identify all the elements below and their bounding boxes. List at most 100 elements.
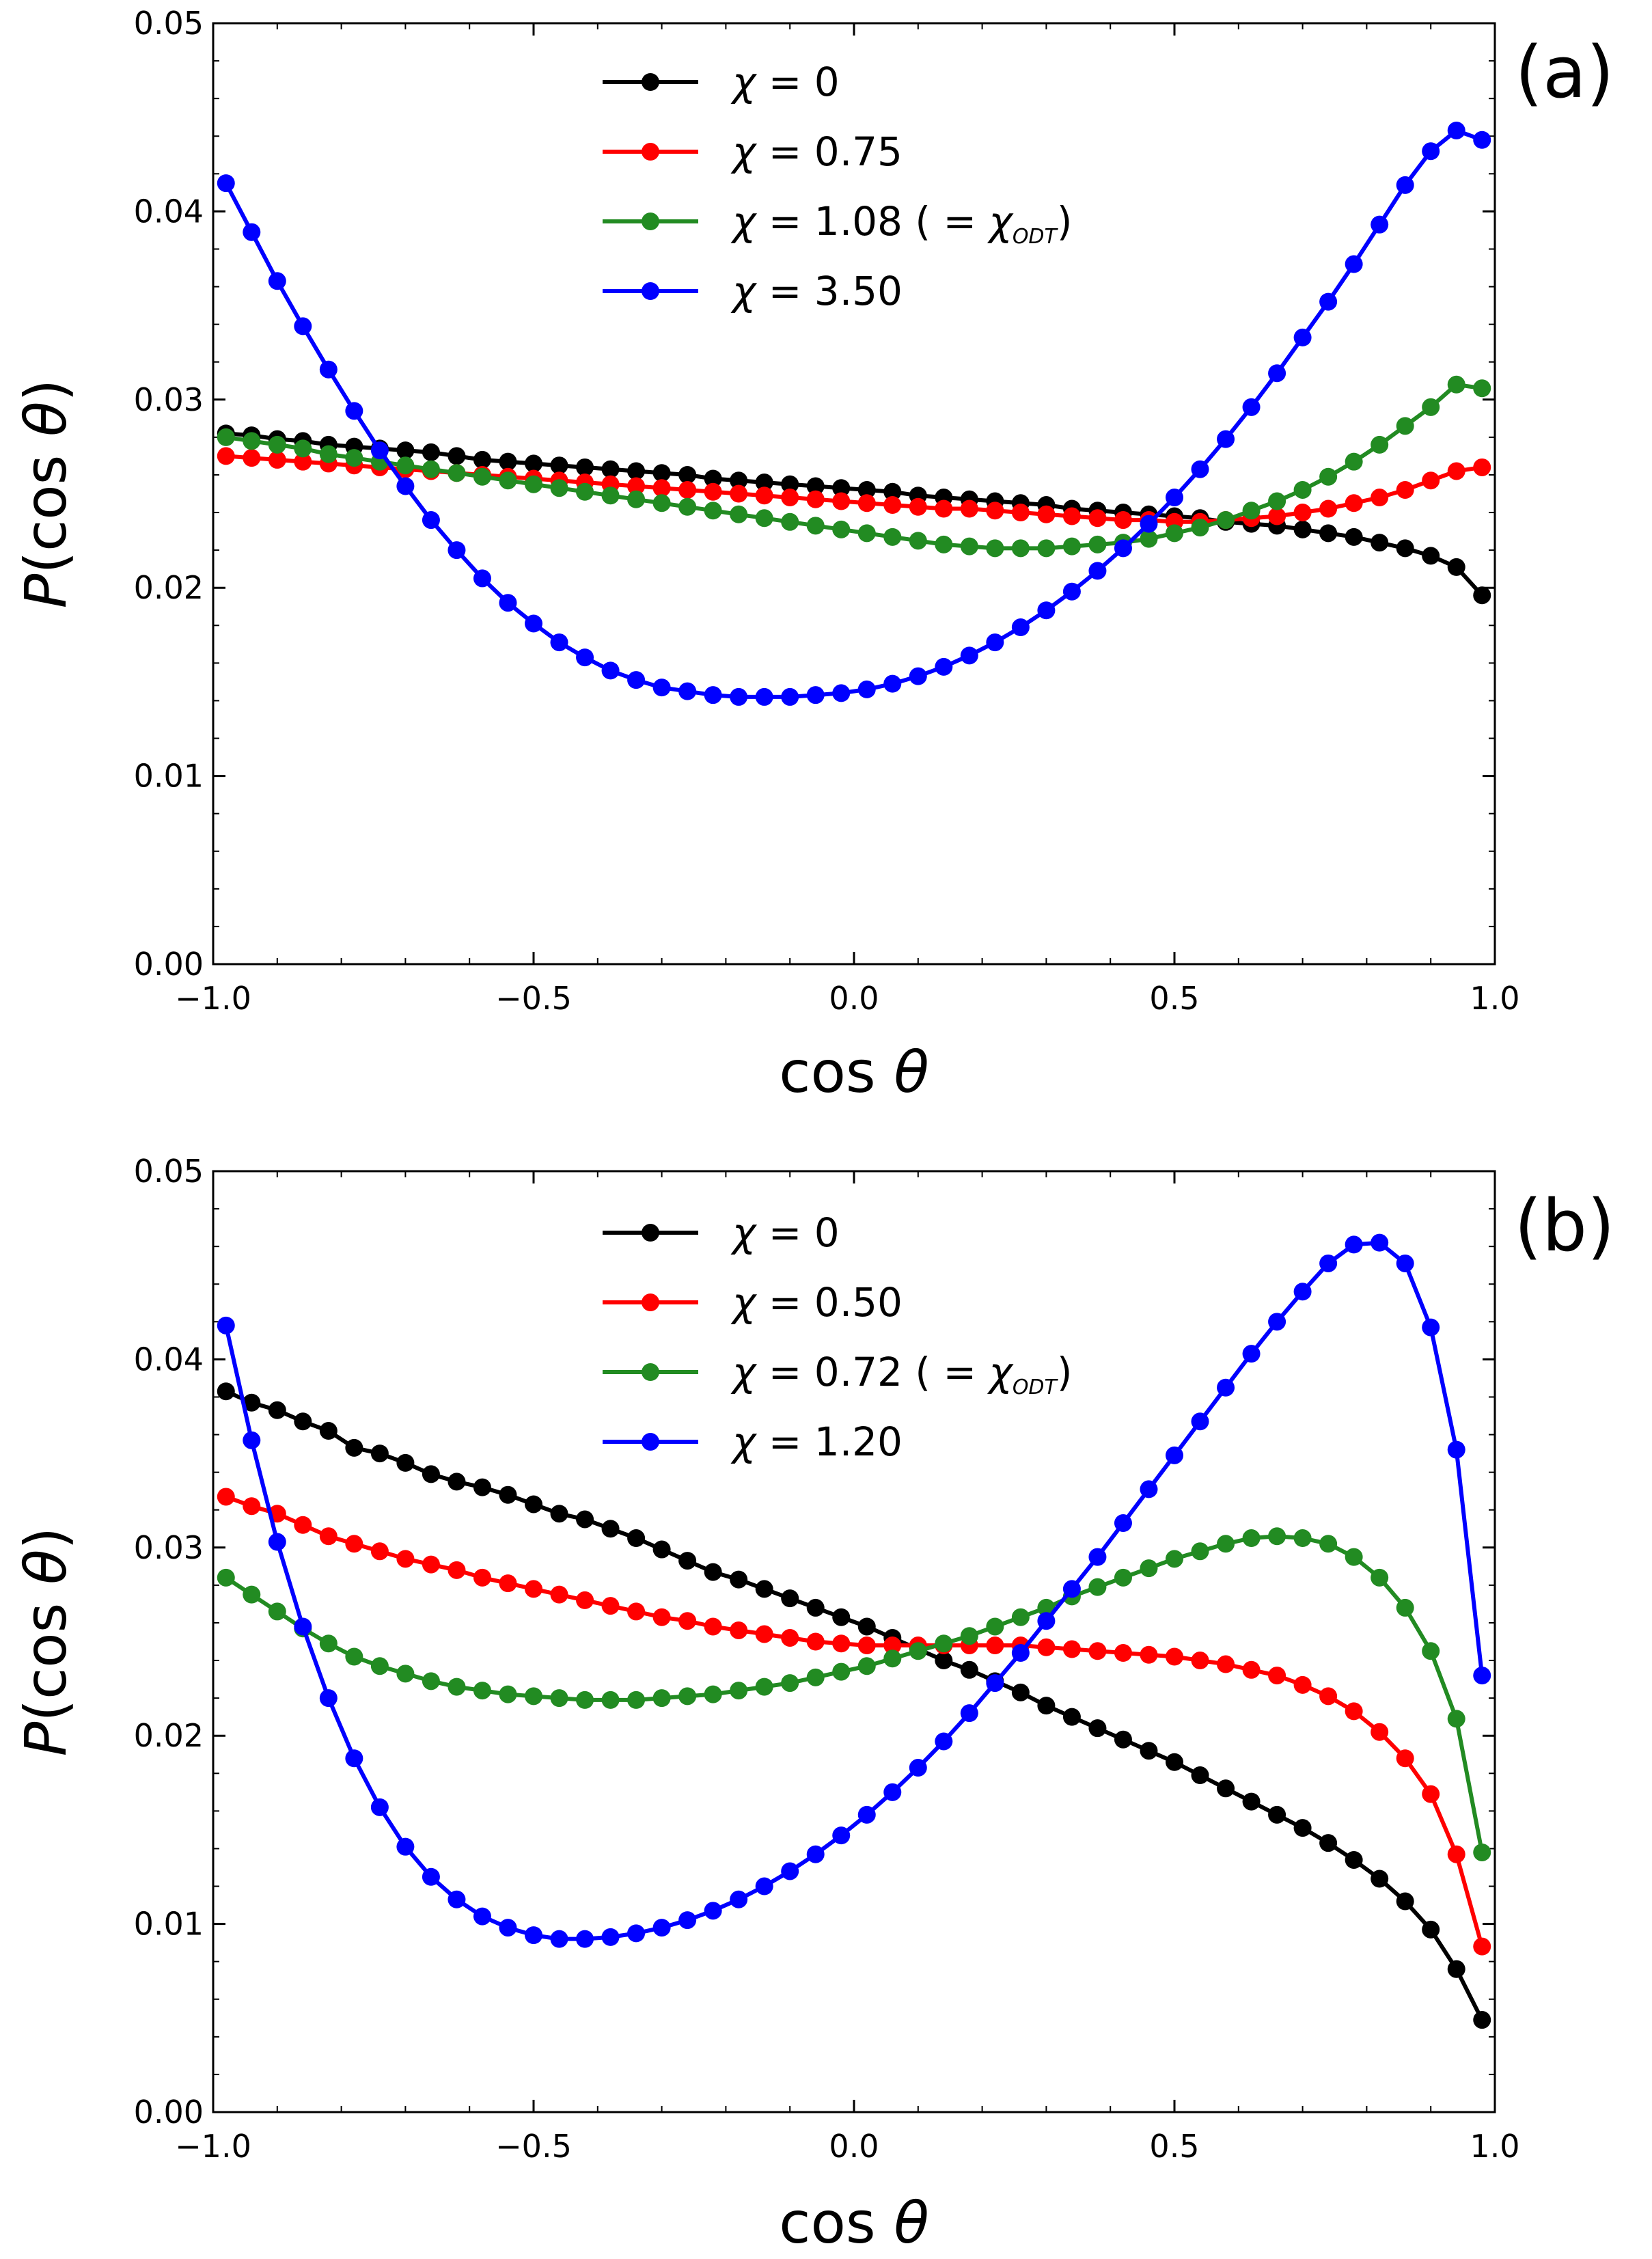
data-point xyxy=(576,482,594,501)
data-point xyxy=(1293,520,1312,538)
data-point xyxy=(1371,534,1389,552)
legend-marker xyxy=(642,1293,659,1311)
data-point xyxy=(550,456,568,475)
x-tick-label: 0.0 xyxy=(829,2128,879,2165)
x-tick-label: −0.5 xyxy=(495,980,572,1017)
data-point xyxy=(319,1422,338,1440)
data-point xyxy=(1319,467,1338,486)
data-point xyxy=(422,1555,440,1574)
y-tick-label: 0.03 xyxy=(134,1529,204,1566)
data-point xyxy=(832,520,851,538)
data-point xyxy=(883,496,902,515)
data-point xyxy=(422,443,440,461)
data-point xyxy=(1268,1667,1286,1685)
data-point xyxy=(345,449,363,467)
data-point xyxy=(704,686,722,704)
data-point xyxy=(730,687,748,706)
data-point xyxy=(294,1617,312,1636)
data-point xyxy=(1062,1708,1081,1726)
data-point xyxy=(806,1598,825,1617)
data-point xyxy=(319,445,338,463)
data-point xyxy=(1422,547,1440,565)
data-point xyxy=(525,1580,542,1598)
data-point xyxy=(319,1634,338,1653)
data-point xyxy=(601,1928,620,1946)
data-point xyxy=(935,1732,953,1751)
x-tick-label: 1.0 xyxy=(1470,980,1519,1017)
data-point xyxy=(1114,1514,1132,1532)
data-point xyxy=(755,487,773,505)
data-point xyxy=(396,456,415,475)
data-point xyxy=(1062,537,1081,556)
legend-marker xyxy=(642,1433,659,1451)
data-point xyxy=(857,1657,876,1675)
data-point xyxy=(755,1678,773,1696)
data-point xyxy=(448,1890,466,1908)
data-point xyxy=(1371,435,1389,454)
data-point xyxy=(1037,601,1056,620)
data-point xyxy=(935,1652,953,1670)
data-point xyxy=(652,1608,671,1626)
data-point xyxy=(1319,1687,1338,1706)
data-point xyxy=(1422,398,1440,416)
data-point xyxy=(1062,507,1081,525)
data-point xyxy=(627,462,646,480)
data-point xyxy=(550,1689,568,1708)
data-point xyxy=(1114,1730,1132,1749)
y-tick-label: 0.01 xyxy=(134,758,204,795)
data-point xyxy=(704,1902,722,1920)
data-point xyxy=(1293,504,1312,522)
data-point xyxy=(1447,462,1465,480)
data-point xyxy=(1293,1675,1312,1694)
data-point xyxy=(525,1926,542,1945)
data-point xyxy=(217,1568,235,1587)
data-point xyxy=(652,679,671,697)
data-point xyxy=(1319,499,1338,518)
data-point xyxy=(1242,1660,1261,1679)
series-group xyxy=(217,1233,1491,2029)
data-point xyxy=(1037,505,1056,523)
data-point xyxy=(473,1682,491,1700)
data-point xyxy=(294,452,312,471)
data-point xyxy=(627,671,646,689)
series-line xyxy=(225,1389,1484,2021)
data-point xyxy=(652,464,671,482)
legend-entry: χ = 0.75 xyxy=(730,128,903,175)
data-point xyxy=(1088,562,1107,580)
data-point xyxy=(1217,1535,1235,1553)
data-point xyxy=(370,1445,389,1463)
data-point xyxy=(1396,417,1414,435)
y-tick-label: 0.04 xyxy=(134,193,204,230)
data-point xyxy=(1268,1805,1286,1824)
data-point xyxy=(1166,524,1183,543)
data-point xyxy=(396,1837,415,1856)
data-point xyxy=(806,686,825,704)
data-point xyxy=(652,1919,671,1937)
data-point xyxy=(1319,1535,1338,1553)
data-point xyxy=(1166,1550,1183,1568)
data-point xyxy=(1447,1845,1465,1863)
data-point xyxy=(448,1561,466,1579)
data-point xyxy=(550,1585,568,1604)
data-point xyxy=(1345,1548,1363,1566)
data-point xyxy=(1447,1960,1465,1978)
data-point xyxy=(935,535,953,553)
data-point xyxy=(1345,452,1363,471)
data-point xyxy=(601,1690,620,1709)
data-point xyxy=(243,1393,261,1412)
data-point xyxy=(832,1826,851,1845)
legend-entry: χ = 0.72 ( = χODT) xyxy=(730,1349,1073,1399)
data-point xyxy=(1140,515,1158,533)
x-axis-label: cos θ xyxy=(779,1039,928,1106)
data-point xyxy=(243,1497,261,1516)
data-point xyxy=(1217,1655,1235,1673)
data-point xyxy=(652,494,671,512)
data-point xyxy=(396,441,415,460)
legend-entry: χ = 0 xyxy=(730,1209,840,1256)
data-point xyxy=(396,1550,415,1568)
data-point xyxy=(730,484,748,503)
data-point xyxy=(1166,489,1183,507)
data-point xyxy=(1114,511,1132,530)
data-point xyxy=(243,1585,261,1604)
